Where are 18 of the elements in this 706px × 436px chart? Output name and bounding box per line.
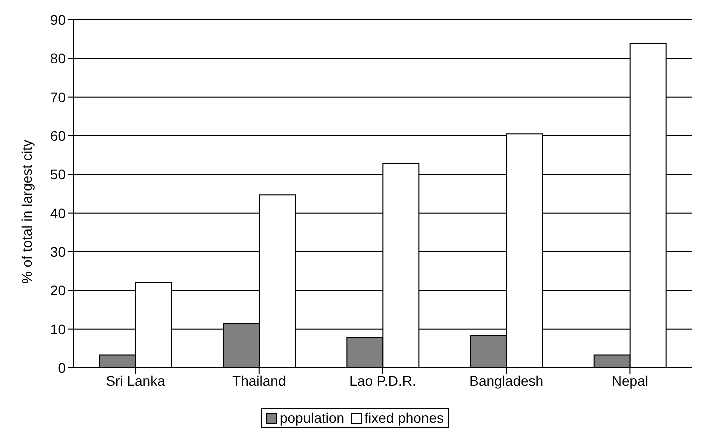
x-tick-label: Sri Lanka [106, 372, 166, 389]
x-tick-label: Lao P.D.R. [350, 372, 416, 389]
y-tick-label: 30 [50, 244, 66, 260]
y-tick-label: 60 [50, 128, 66, 144]
y-tick-label: 50 [50, 166, 66, 183]
x-tick-label: Thailand [232, 372, 286, 389]
y-tick-label: 0 [58, 360, 66, 376]
y-tick-label: 10 [50, 321, 66, 338]
y-tick-label: 20 [50, 282, 66, 299]
x-tick-label: Nepal [612, 372, 648, 389]
y-tick-label: 40 [50, 205, 66, 222]
legend-label: population [278, 410, 345, 426]
y-axis-title: % of total in largest city [18, 140, 35, 284]
y-tick-label: 90 [50, 12, 66, 28]
x-tick-label: Bangladesh [470, 372, 544, 389]
y-tick-label: 80 [50, 50, 66, 67]
legend-label: fixed phones [364, 410, 444, 426]
y-tick-label: 70 [50, 89, 66, 106]
